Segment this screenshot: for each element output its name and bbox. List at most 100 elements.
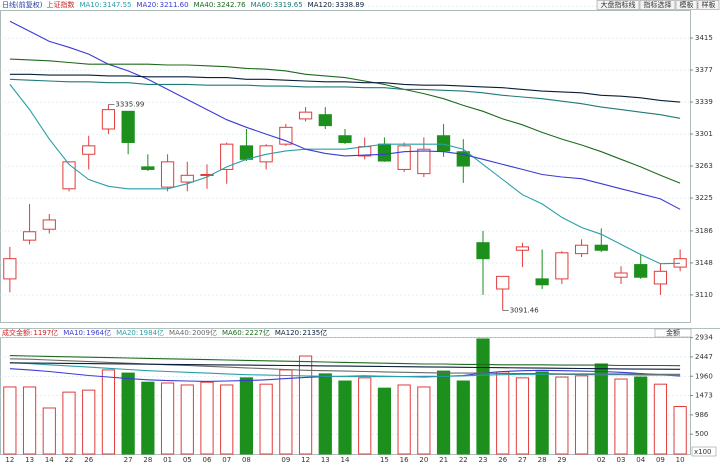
legend-value: 3147.55: [103, 1, 132, 9]
x-tick-label: 12: [5, 456, 14, 464]
period: 日线(前复权): [2, 0, 43, 9]
ma-line: [9, 73, 681, 103]
legend-value: 3319.65: [274, 1, 303, 9]
y-tick-label: 1960: [695, 372, 713, 380]
x-tick-label: 09: [656, 456, 665, 464]
x-tick-label: 14: [341, 456, 350, 464]
legend-name: MA120:: [275, 329, 302, 337]
price-header: 日线(前复权) 上证指数 MA10:3147.55 MA20:3211.60 MA40:…: [2, 0, 364, 9]
y-tick-label: 1473: [695, 392, 713, 400]
toolbar-button[interactable]: [639, 0, 676, 10]
legend-value: 3338.89: [335, 1, 364, 9]
unit-box: [691, 446, 717, 457]
candle-body: [220, 143, 234, 170]
x-tick-label: 13: [25, 456, 34, 464]
volume-bar: [417, 386, 431, 455]
x-tick-label: 21: [439, 456, 448, 464]
volume-bar: [200, 381, 214, 455]
toolbar-button[interactable]: [697, 0, 720, 10]
candle-body: [239, 145, 254, 160]
candle-body: [338, 135, 352, 143]
legend-name: MA60:: [222, 329, 244, 337]
volume-last: 1197亿: [33, 328, 58, 337]
x-tick-label: 15: [380, 456, 389, 464]
volume-name: 成交金额:: [2, 328, 32, 337]
candle-body: [141, 166, 155, 170]
candle-body: [62, 161, 76, 190]
volume-bar: [259, 383, 273, 455]
candle-body: [101, 109, 116, 130]
candle-body: [555, 252, 569, 280]
y-tick-label: 2934: [695, 334, 713, 342]
max-annotation: 3335.99: [115, 101, 144, 109]
volume-bar: [496, 371, 510, 455]
x-tick-label: 20: [419, 456, 428, 464]
candle-body: [121, 110, 135, 143]
volume-bar: [515, 377, 530, 455]
y-tick-label: 3148: [695, 259, 713, 267]
candle-body: [594, 244, 608, 251]
candle-body: [318, 114, 332, 127]
toolbar-button-label[interactable]: 模板: [680, 0, 694, 9]
legend-value: 1984亿: [139, 328, 164, 337]
volume-dropdown-label[interactable]: 金额: [666, 328, 680, 337]
volume-bar: [180, 384, 194, 455]
y-tick-label: 3110: [695, 291, 713, 299]
x-tick-label: 29: [557, 456, 566, 464]
volume-bar: [535, 371, 549, 455]
x-tick-label: 06: [203, 456, 212, 464]
volume-bar: [318, 373, 332, 455]
x-tick-label: 27: [518, 456, 527, 464]
candle-body: [279, 126, 293, 145]
x-tick-label: 28: [538, 456, 547, 464]
volume-bar: [436, 370, 451, 455]
volume-bar: [141, 381, 155, 455]
min-annotation: 3091.46: [510, 307, 539, 315]
candle-body: [200, 173, 214, 176]
volume-bar: [377, 387, 392, 455]
legend-name: MA10:: [79, 1, 101, 9]
toolbar-button-label[interactable]: 指标选择: [644, 0, 672, 9]
x-tick-label: 08: [242, 456, 251, 464]
ma-line: [9, 20, 681, 210]
x-tick-label: 04: [636, 456, 645, 464]
x-tick-label: 16: [400, 456, 409, 464]
x-tick-label: 26: [498, 456, 507, 464]
volume-bar: [3, 386, 17, 455]
legend-value: 1964亿: [86, 328, 111, 337]
candle-body: [574, 244, 589, 255]
y-tick-label: 986: [695, 411, 709, 419]
volume-bar: [338, 380, 352, 455]
y-tick-label: 3301: [695, 130, 713, 138]
toolbar-button-label[interactable]: 样板: [702, 0, 716, 9]
ma-line: [9, 355, 681, 367]
x-tick-label: 22: [65, 456, 74, 464]
y-tick-label: 3225: [695, 194, 713, 202]
legend-name: MA40:: [194, 1, 216, 9]
legend-name: MA20:: [137, 1, 159, 9]
volume-bar: [358, 377, 372, 455]
toolbar-button-label[interactable]: 大盘指标线: [601, 0, 636, 9]
legend-value: 3242.76: [217, 1, 246, 9]
x-tick-label: 09: [281, 456, 290, 464]
toolbar-button[interactable]: [675, 0, 698, 10]
unit-label: x100: [694, 448, 712, 456]
y-tick-label: 3415: [695, 34, 713, 42]
x-tick-label: 10: [676, 456, 685, 464]
y-tick-label: 3186: [695, 227, 713, 235]
volume-bar: [555, 376, 569, 455]
y-tick-label: 500: [695, 430, 708, 438]
legend-name: MA60:: [251, 1, 273, 9]
volume-dropdown[interactable]: [654, 328, 692, 338]
ma-line: [9, 84, 681, 265]
ma-line: [9, 78, 681, 119]
candle-body: [377, 143, 392, 162]
candle-body: [160, 161, 175, 188]
volume-bar: [239, 377, 254, 455]
toolbar-button[interactable]: [596, 0, 640, 10]
volume-bar: [22, 386, 37, 455]
candle-body: [3, 258, 17, 280]
x-tick-label: 05: [183, 456, 192, 464]
x-tick-label: 14: [45, 456, 54, 464]
